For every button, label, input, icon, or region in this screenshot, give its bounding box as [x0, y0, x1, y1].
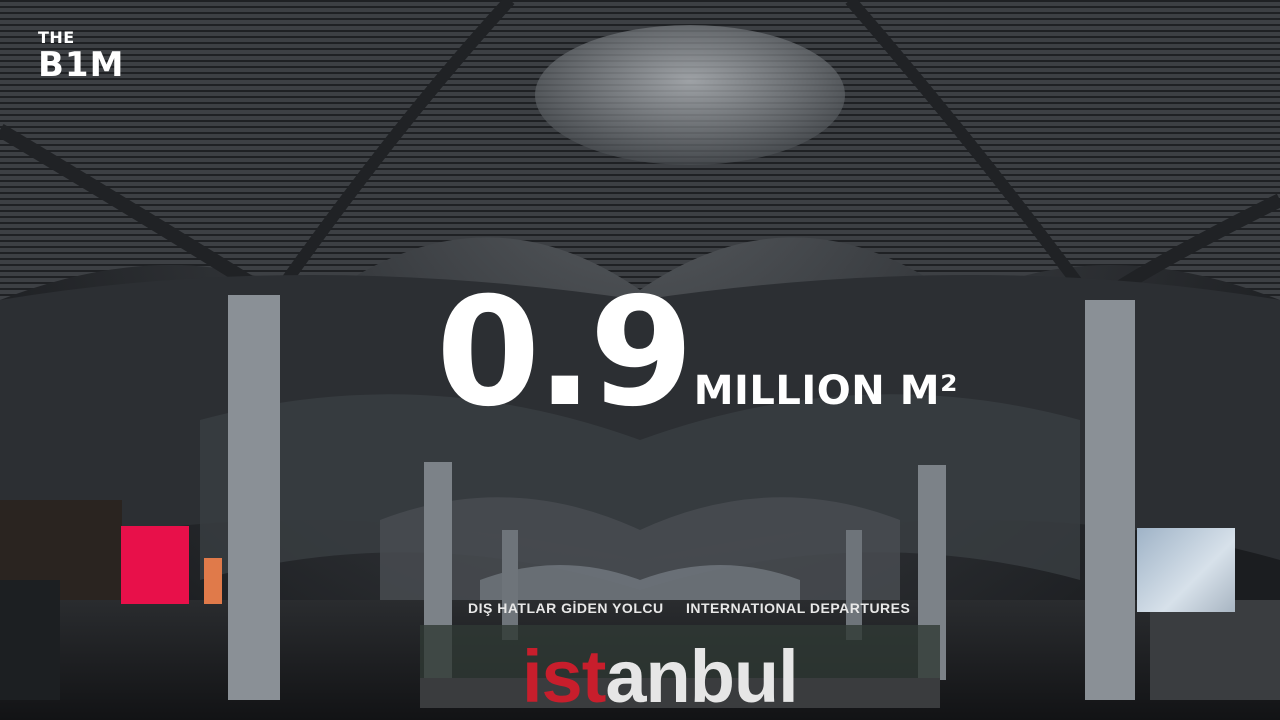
area-statistic: 0.9 MILLION M²	[436, 278, 958, 428]
stat-value: 0.9	[436, 266, 694, 440]
display-screen-orange	[204, 558, 222, 604]
sign-turkish: DIŞ HATLAR GİDEN YOLCU	[468, 600, 664, 616]
the-b1m-logo: THE B1M	[38, 28, 125, 85]
display-screen-right	[1137, 528, 1235, 612]
display-screen-red	[121, 526, 189, 604]
sign-english: INTERNATIONAL DEPARTURES	[686, 600, 911, 616]
istanbul-white-letters: anbul	[605, 635, 798, 718]
istanbul-red-letters: ist	[522, 635, 606, 718]
stat-unit: MILLION M²	[693, 368, 959, 414]
istanbul-letters-sculpture: istanbul	[522, 640, 799, 714]
logo-line-the: THE	[38, 28, 75, 47]
logo-line-b1m: B1M	[38, 45, 125, 85]
